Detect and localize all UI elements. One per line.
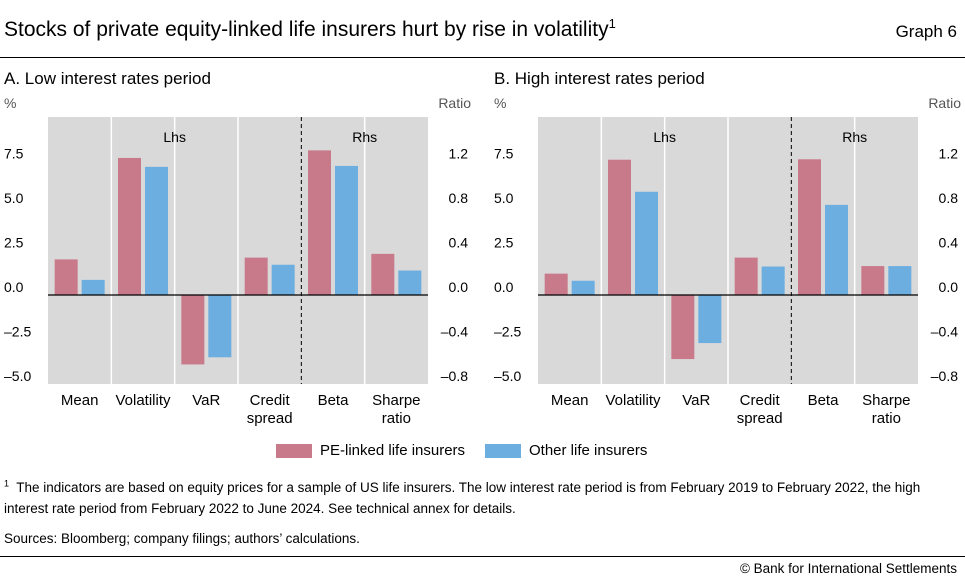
bar-pe-linked	[371, 253, 395, 295]
bar-pe-linked	[308, 150, 331, 295]
category-label: spread	[247, 410, 293, 427]
bar-other	[271, 264, 295, 295]
legend-label-pe: PE-linked life insurers	[320, 442, 466, 459]
bar-pe-linked	[671, 295, 695, 360]
bottom-rule	[0, 556, 965, 557]
right-tick-label: –0.8	[931, 368, 958, 384]
footnote: 1 The indicators are based on equity pri…	[4, 478, 921, 516]
left-tick-label: 5.0	[494, 190, 514, 206]
sources: Sources: Bloomberg; company filings; aut…	[4, 531, 360, 546]
category-label: VaR	[192, 392, 220, 409]
charts-canvas: A. Low interest rates period% Ratio 7.5 5.0…	[4, 69, 961, 427]
bar-pe-linked	[118, 157, 141, 295]
right-tick-label: –0.8	[441, 368, 468, 384]
category-label: ratio	[872, 410, 901, 427]
bar-pe-linked	[861, 266, 885, 295]
legend-swatch-other	[485, 443, 521, 458]
right-tick-label: 0.0	[449, 279, 469, 295]
left-tick-label: 7.5	[4, 146, 24, 162]
chart-title: Stocks of private equity-linked life ins…	[4, 16, 616, 41]
left-tick-label: 7.5	[494, 146, 514, 162]
category-label: Sharpe	[372, 392, 420, 409]
bar-pe-linked	[544, 273, 568, 295]
left-tick-label: 2.5	[4, 235, 24, 251]
legend-label-other: Other life insurers	[529, 442, 648, 459]
bar-other	[698, 295, 722, 344]
legend: PE-linked life insurers Other life insur…	[0, 442, 965, 462]
category-label: Mean	[551, 392, 589, 409]
bar-other	[571, 280, 595, 295]
group-label-rhs: Rhs	[842, 129, 867, 145]
right-axis-unit: Ratio	[438, 95, 471, 111]
bar-pe-linked	[244, 257, 268, 295]
right-tick-label: –0.4	[441, 324, 468, 340]
right-tick-label: 1.2	[939, 146, 959, 162]
panel-title: A. Low interest rates period	[4, 69, 211, 88]
bar-pe-linked	[734, 257, 758, 295]
right-tick-label: 0.0	[939, 279, 959, 295]
bar-other	[81, 279, 105, 295]
category-label: Credit	[250, 392, 291, 409]
legend-item-other: Other life insurers	[485, 442, 647, 459]
left-tick-label: 0.0	[4, 279, 24, 295]
right-tick-label: 1.2	[449, 146, 469, 162]
bar-pe-linked	[798, 159, 821, 295]
top-rule	[0, 57, 965, 58]
right-tick-label: 0.4	[939, 235, 959, 251]
right-axis-unit: Ratio	[928, 95, 961, 111]
bar-other	[208, 295, 232, 358]
copyright: © Bank for International Settlements	[739, 561, 957, 576]
right-tick-label: 0.8	[939, 190, 959, 206]
bar-other	[635, 191, 658, 295]
bar-other	[888, 266, 912, 295]
bar-other	[761, 266, 785, 295]
left-tick-label: 5.0	[4, 190, 24, 206]
category-label: spread	[737, 410, 783, 427]
category-label: Volatility	[605, 392, 661, 409]
left-tick-label: 0.0	[494, 279, 514, 295]
category-label: Beta	[808, 392, 840, 409]
category-label: Mean	[61, 392, 99, 409]
group-label-rhs: Rhs	[352, 129, 377, 145]
left-tick-label: –2.5	[4, 324, 31, 340]
right-tick-label: 0.4	[449, 235, 469, 251]
left-axis-unit: %	[494, 95, 506, 111]
category-label: VaR	[682, 392, 710, 409]
bar-other	[398, 270, 422, 295]
left-tick-label: 2.5	[494, 235, 514, 251]
legend-swatch-pe	[276, 443, 312, 458]
left-tick-label: –2.5	[494, 324, 521, 340]
category-label: ratio	[382, 410, 411, 427]
category-label: Credit	[740, 392, 781, 409]
category-label: Sharpe	[862, 392, 910, 409]
bar-pe-linked	[608, 159, 631, 295]
bar-other	[335, 165, 358, 295]
left-tick-label: –5.0	[4, 368, 31, 384]
left-tick-label: –5.0	[494, 368, 521, 384]
category-label: Volatility	[115, 392, 171, 409]
panel-title: B. High interest rates period	[494, 69, 705, 88]
right-tick-label: –0.4	[931, 324, 958, 340]
legend-item-pe: PE-linked life insurers	[276, 442, 465, 459]
left-axis-unit: %	[4, 95, 16, 111]
bar-pe-linked	[54, 259, 78, 295]
group-label-lhs: Lhs	[163, 129, 186, 145]
bar-other	[145, 166, 168, 295]
bar-other	[825, 204, 848, 295]
group-label-lhs: Lhs	[653, 129, 676, 145]
bar-pe-linked	[181, 295, 205, 365]
graph-number: Graph 6	[895, 22, 957, 41]
right-tick-label: 0.8	[449, 190, 469, 206]
category-label: Beta	[318, 392, 350, 409]
